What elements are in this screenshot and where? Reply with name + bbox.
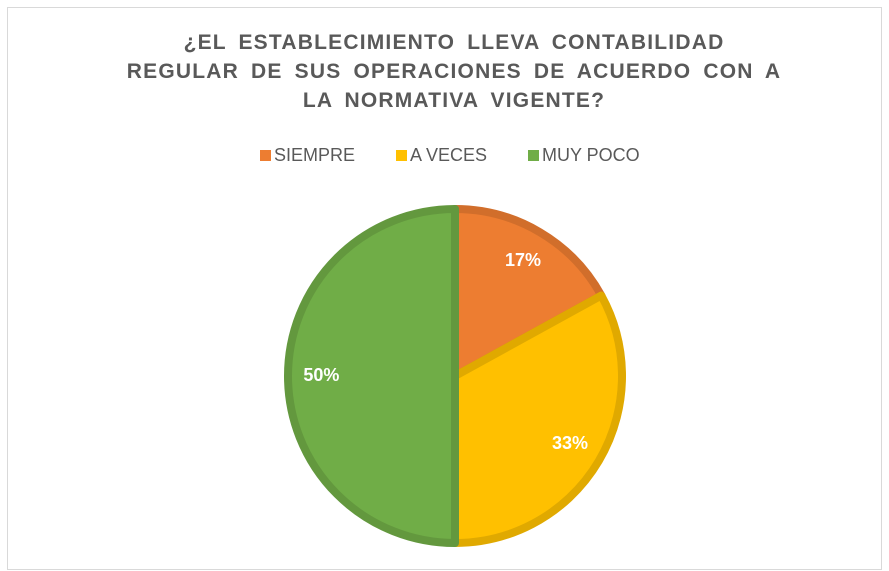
legend-label: SIEMPRE [274, 145, 355, 165]
pie-slice [451, 205, 606, 380]
pie-slice [284, 205, 459, 547]
chart-border [7, 7, 882, 570]
chart-title: ¿EL ESTABLECIMIENTO LLEVA CONTABILIDAD R… [126, 31, 782, 112]
pie-slice [451, 291, 626, 547]
legend-label: MUY POCO [542, 145, 640, 165]
data-label: 33% [552, 433, 588, 453]
data-label: 17% [505, 250, 541, 270]
data-label: 50% [303, 365, 339, 385]
legend-swatch [396, 150, 407, 161]
legend-swatch [260, 150, 271, 161]
legend-swatch [528, 150, 539, 161]
legend-label: A VECES [410, 145, 487, 165]
